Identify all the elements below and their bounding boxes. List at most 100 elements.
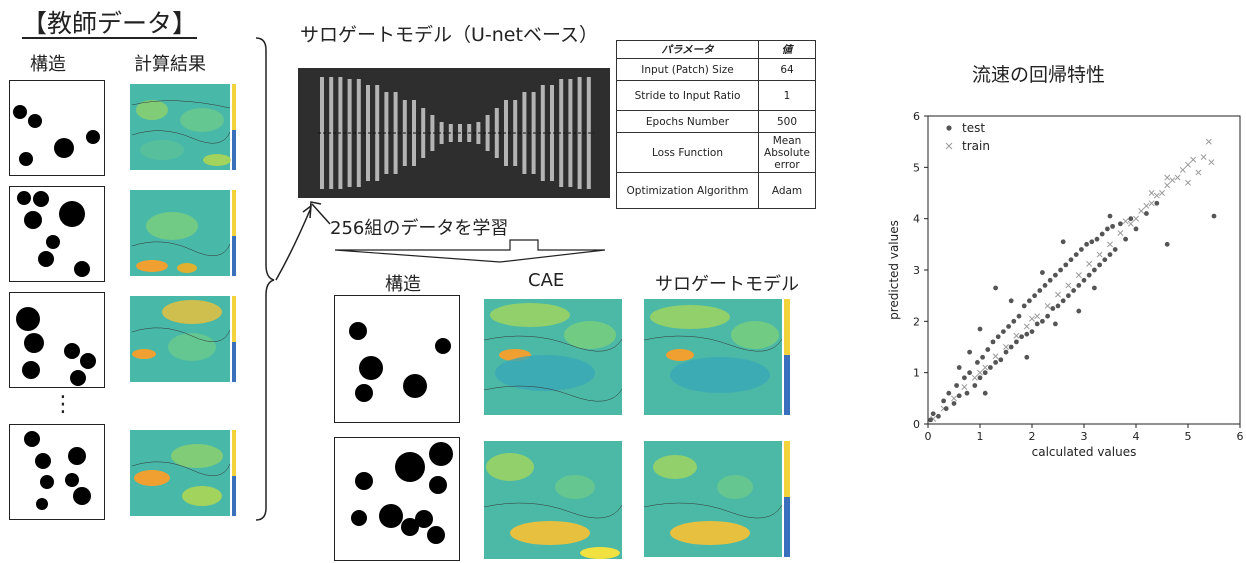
- params-header-value: 値: [758, 40, 816, 59]
- test-point: [1060, 298, 1066, 304]
- test-point: [1047, 277, 1053, 283]
- params-row-value: Mean Absolute error: [758, 132, 816, 173]
- test-point: [936, 413, 941, 419]
- test-point: [1024, 331, 1030, 337]
- y-tick-label: 3: [913, 264, 920, 277]
- x-tick-label: 2: [1029, 430, 1036, 443]
- test-point: [990, 339, 996, 345]
- params-row-value: 500: [758, 110, 816, 133]
- test-point: [988, 365, 993, 370]
- compare-cae-2: [470, 437, 628, 563]
- test-point: [930, 411, 936, 417]
- test-point: [1060, 239, 1066, 245]
- params-header-param: パラメータ: [616, 40, 759, 59]
- test-point: [1118, 221, 1123, 227]
- train-point: [1200, 154, 1207, 161]
- train-point: [1086, 260, 1093, 267]
- test-point: [1133, 226, 1139, 232]
- params-row-value: 64: [758, 58, 816, 81]
- test-point: [956, 393, 962, 399]
- train-point: [1205, 138, 1212, 145]
- regression-title: 流速の回帰特性: [972, 64, 1106, 86]
- train-point: [1185, 179, 1191, 186]
- train-point: [971, 374, 978, 381]
- train-point: [1003, 344, 1009, 350]
- test-point: [1073, 252, 1079, 257]
- test-point: [1107, 252, 1113, 257]
- train-point: [1029, 315, 1035, 322]
- test-point: [1027, 298, 1032, 304]
- params-row-value: 1: [758, 80, 816, 111]
- test-point: [964, 390, 970, 396]
- regression-scatter-plot: 0 1 2 3 4 5 6 0 1 2 3 4 5 6 calculated values predicted…: [887, 110, 1244, 459]
- test-point: [1144, 211, 1149, 216]
- test-point: [1211, 213, 1217, 219]
- train-point: [1044, 302, 1051, 309]
- x-tick-label: 6: [1237, 430, 1244, 443]
- test-point: [995, 334, 1001, 340]
- test-point: [1016, 313, 1022, 319]
- x-axis-label: calculated values: [1032, 445, 1137, 459]
- test-point: [1092, 267, 1097, 273]
- test-point: [962, 375, 967, 381]
- train-arrow-icon: [309, 201, 331, 225]
- train-point: [1159, 190, 1165, 196]
- test-point: [998, 357, 1004, 363]
- teacher-data-title: 【教師データ】: [22, 9, 198, 38]
- legend-marker-test: [946, 125, 952, 131]
- test-point: [1055, 303, 1061, 309]
- legend-label: test: [962, 121, 985, 135]
- params-row-value: Adam: [758, 172, 816, 209]
- test-point: [972, 383, 978, 388]
- test-point: [1050, 306, 1056, 311]
- params-row-label: Optimization Algorithm: [616, 172, 759, 209]
- test-point: [1099, 231, 1105, 237]
- test-point: [1066, 293, 1071, 299]
- test-point: [1076, 283, 1082, 288]
- compare-structure-2: [334, 437, 460, 561]
- train-point: [1065, 282, 1072, 289]
- train-point: [1034, 313, 1041, 320]
- test-point: [954, 383, 959, 388]
- y-tick-label: 1: [913, 367, 920, 380]
- test-point: [1081, 277, 1087, 283]
- test-point: [1094, 236, 1100, 242]
- test-point: [1128, 216, 1134, 222]
- test-point: [941, 398, 946, 404]
- train-point: [1190, 156, 1197, 163]
- teacher-result-3: [122, 292, 240, 388]
- train-point: [1013, 332, 1020, 339]
- test-point: [1092, 285, 1097, 291]
- test-point: [1019, 334, 1024, 340]
- test-point: [1014, 339, 1019, 345]
- train-point: [1153, 192, 1160, 199]
- y-tick-label: 2: [913, 315, 920, 328]
- train-point: [982, 364, 989, 371]
- test-point: [1110, 223, 1115, 229]
- train-point: [1143, 202, 1150, 209]
- train-point: [961, 384, 968, 390]
- test-point: [1086, 272, 1092, 278]
- test-point: [1079, 247, 1084, 252]
- test-point: [1076, 308, 1082, 314]
- test-point: [1071, 288, 1076, 293]
- train-point: [1148, 200, 1155, 207]
- test-point: [1084, 241, 1089, 247]
- test-point: [1040, 318, 1045, 324]
- test-point: [1006, 324, 1011, 329]
- train-point: [1174, 174, 1181, 181]
- train-point: [1122, 218, 1129, 225]
- teacher-result-header: 計算結果: [134, 54, 206, 75]
- legend-marker-train: [945, 142, 953, 150]
- params-row-label: Loss Function: [616, 132, 759, 173]
- test-point: [967, 349, 972, 355]
- y-tick-label: 4: [913, 213, 920, 226]
- test-point: [1089, 239, 1095, 245]
- test-point: [993, 360, 998, 365]
- test-point: [1034, 321, 1040, 327]
- test-point: [1123, 236, 1128, 242]
- test-point: [1024, 354, 1030, 360]
- test-point: [982, 370, 988, 376]
- test-point: [1040, 270, 1045, 275]
- teacher-structure-header: 構造: [30, 54, 66, 75]
